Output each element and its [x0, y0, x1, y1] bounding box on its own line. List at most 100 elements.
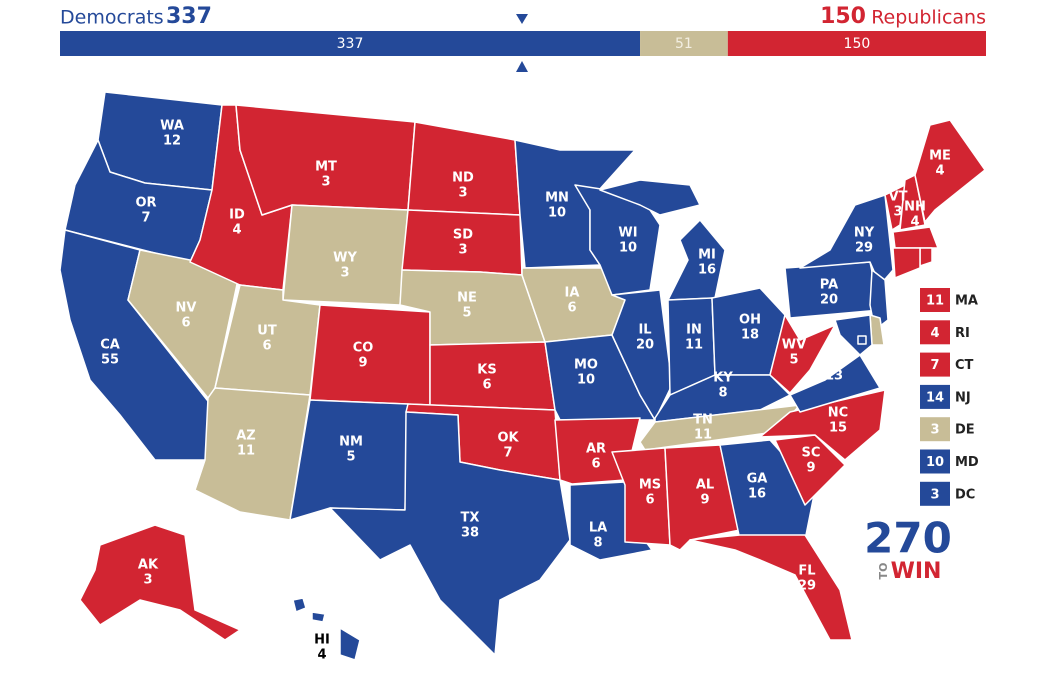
state-shape — [899, 174, 926, 231]
state-shape — [857, 335, 867, 345]
state-name: MI — [698, 248, 716, 263]
logo: 270 TO WIN — [864, 514, 952, 585]
state-votes: 10 — [548, 206, 566, 221]
state-name: NM — [339, 435, 363, 450]
state-shape — [789, 354, 881, 413]
state-name: VT — [889, 190, 908, 205]
state-votes: 4 — [910, 215, 919, 230]
state-votes: 6 — [591, 457, 600, 472]
state-shape — [834, 314, 873, 356]
state-name: CO — [353, 341, 374, 356]
small-state-box — [920, 320, 950, 345]
state-votes: 15 — [829, 421, 847, 436]
state-votes: 16 — [698, 263, 716, 278]
state-name: ID — [229, 208, 245, 223]
small-state-name: MD — [955, 455, 979, 470]
state-name: AL — [696, 478, 714, 493]
state-shape — [759, 389, 886, 461]
state-votes: 6 — [181, 316, 190, 331]
state-name: CA — [100, 338, 120, 353]
bar-segment — [640, 31, 728, 56]
state-votes: 6 — [645, 493, 654, 508]
state-votes: 13 — [825, 369, 843, 384]
map — [59, 91, 986, 661]
state-votes: 9 — [806, 461, 815, 476]
state-name: TN — [693, 413, 713, 428]
state-name: KS — [477, 363, 496, 378]
state-name: WI — [618, 226, 637, 241]
state-name: SC — [802, 446, 821, 461]
state-votes: 3 — [893, 205, 902, 220]
small-state-name: MA — [955, 294, 978, 309]
state-votes: 29 — [798, 579, 816, 594]
small-state-box — [920, 288, 950, 312]
state-name: NY — [854, 226, 875, 241]
state-votes: 16 — [748, 487, 766, 502]
state-shape — [774, 434, 846, 506]
state-votes: 8 — [593, 536, 602, 551]
state-votes: 18 — [741, 328, 759, 343]
state-votes: 10 — [619, 241, 637, 256]
state-name: NE — [457, 291, 477, 306]
state-name: AR — [586, 442, 606, 457]
state-votes: 3 — [340, 266, 349, 281]
bar-segment-label: 337 — [337, 36, 364, 52]
state-name: HI — [314, 633, 330, 648]
bar-segment-label: 150 — [844, 36, 871, 52]
bar-segment — [60, 31, 641, 56]
state-votes: 11 — [237, 444, 255, 459]
small-state-name: CT — [955, 358, 974, 373]
logo-number: 270 — [864, 514, 952, 563]
state-votes: 4 — [317, 648, 326, 663]
rep-total: 150 — [820, 4, 866, 29]
state-name: AZ — [236, 429, 256, 444]
state-name: IL — [638, 323, 651, 338]
state-votes: 6 — [262, 339, 271, 354]
state-name: PA — [820, 278, 838, 293]
state-votes: 12 — [163, 134, 181, 149]
state-name: VA — [824, 354, 843, 369]
state-votes: 5 — [789, 353, 798, 368]
state-shape — [892, 226, 939, 249]
state-votes: 20 — [820, 293, 838, 308]
state-votes: 4 — [232, 223, 241, 238]
state-name: UT — [257, 324, 277, 339]
state-votes: 11 — [694, 428, 712, 443]
small-state-name: DC — [955, 487, 975, 502]
state-shape — [292, 597, 361, 661]
majority-marker — [516, 14, 528, 24]
logo-win: WIN — [891, 559, 942, 584]
state-shape — [611, 447, 671, 546]
state-name: GA — [747, 472, 768, 487]
labels: WA12OR7CA55NV6ID4MT3WY3UT6AZ11CO9NM5ND3S… — [100, 119, 979, 663]
state-name: FL — [798, 564, 815, 579]
bar-segment-label: 51 — [675, 36, 693, 52]
state-shape — [914, 119, 986, 223]
small-state-name: RI — [955, 326, 970, 341]
small-state-votes: 3 — [930, 487, 939, 502]
small-state-box — [920, 384, 950, 409]
small-state-box — [920, 481, 950, 506]
state-name: MO — [574, 358, 598, 373]
small-state-votes: 7 — [930, 358, 939, 373]
small-state-votes: 4 — [930, 326, 939, 341]
small-state-votes: 10 — [926, 455, 944, 470]
state-shape — [799, 194, 894, 286]
state-votes: 38 — [461, 526, 479, 541]
state-name: ND — [452, 171, 474, 186]
state-votes: 6 — [567, 301, 576, 316]
logo-to: TO — [877, 563, 890, 580]
small-state-votes: 3 — [930, 423, 939, 438]
state-votes: 7 — [503, 446, 512, 461]
state-name: IA — [565, 286, 580, 301]
state-name: ME — [929, 149, 951, 164]
small-state-box — [920, 449, 950, 474]
rep-label: Republicans — [871, 7, 986, 29]
state-name: MS — [639, 478, 661, 493]
state-shape — [79, 524, 241, 641]
state-name: WV — [782, 338, 806, 353]
state-shape — [892, 247, 921, 279]
state-votes: 8 — [718, 386, 727, 401]
state-name: OK — [497, 431, 519, 446]
